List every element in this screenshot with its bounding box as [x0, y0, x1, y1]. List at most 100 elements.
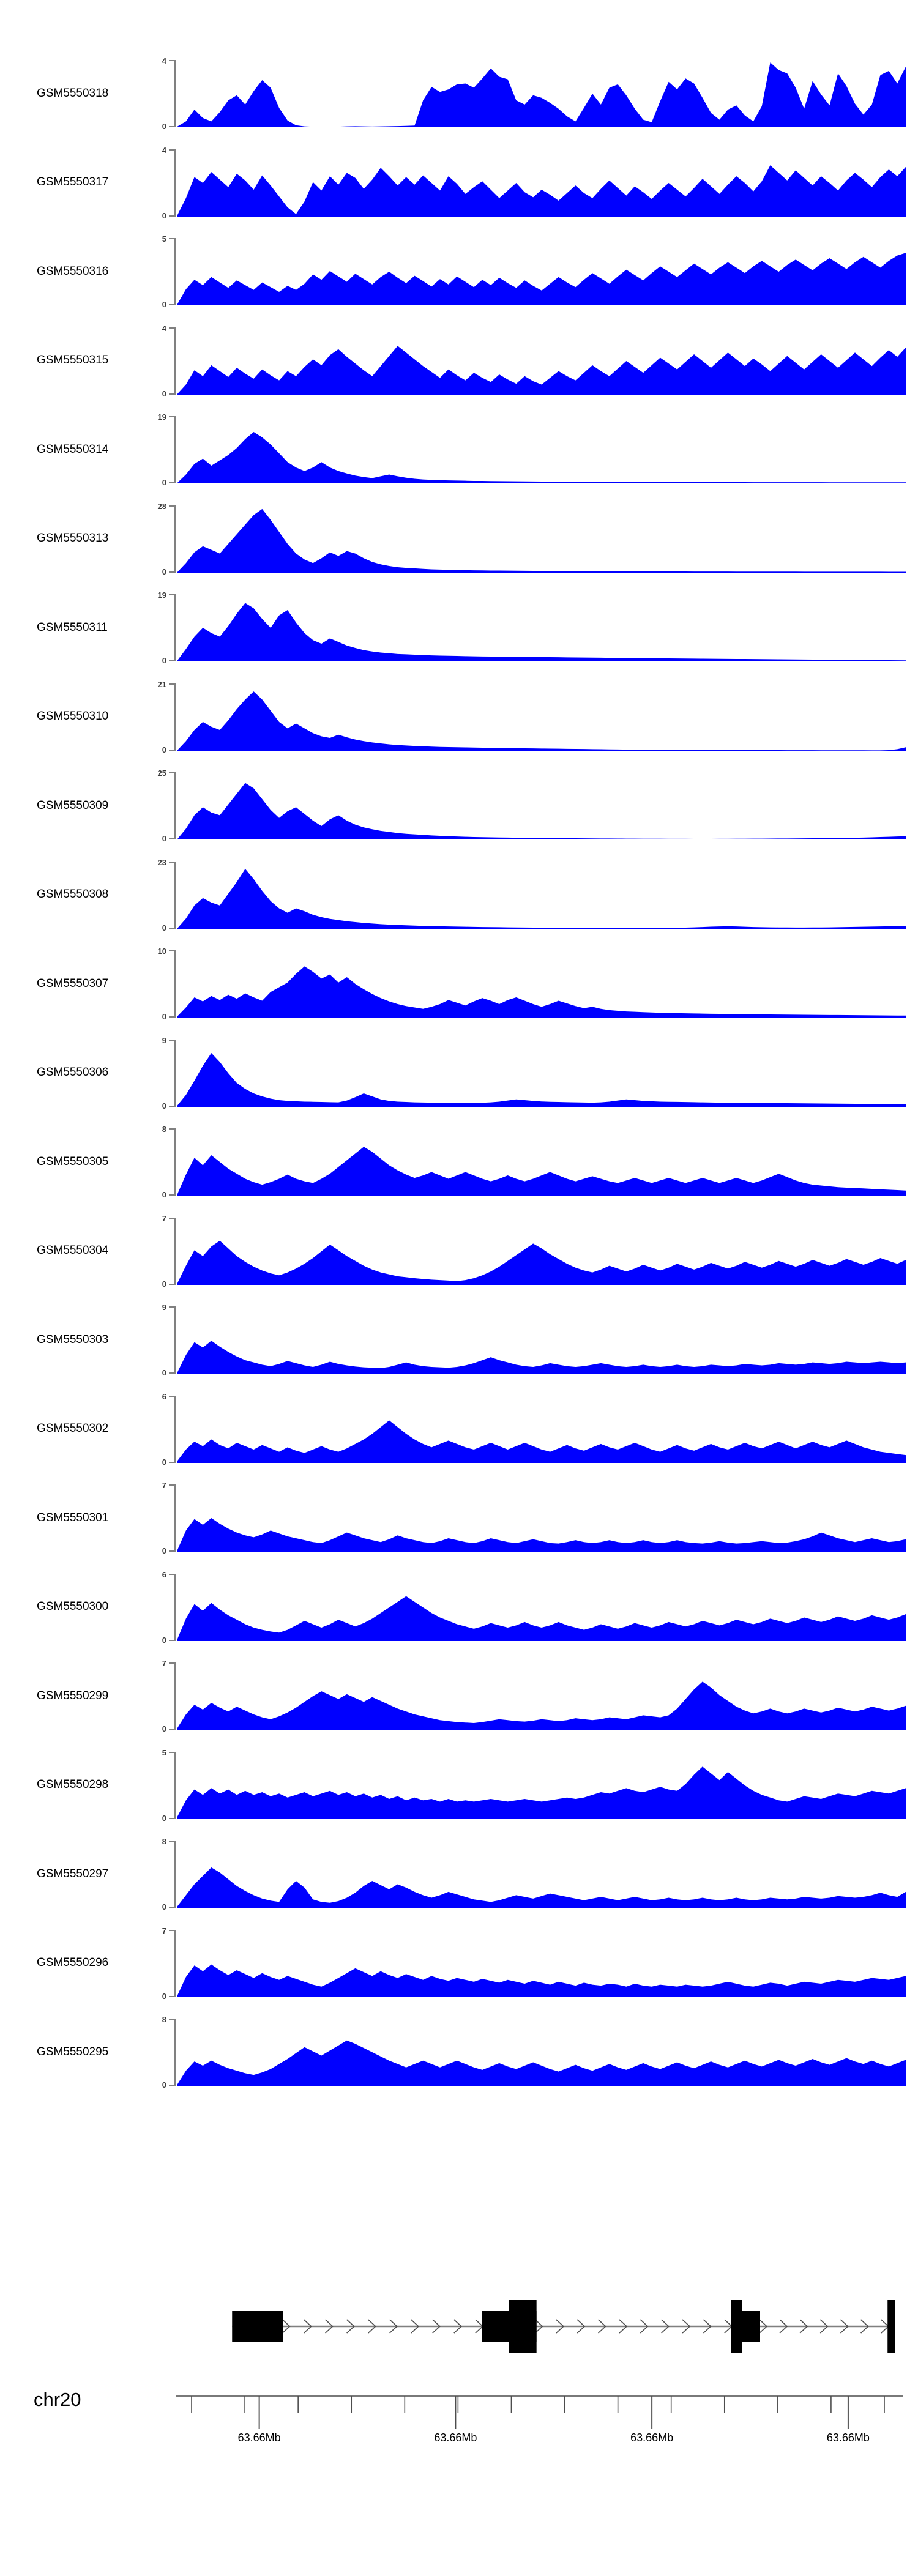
coverage-track-row[interactable]: GSM5550316 5 0 [0, 227, 918, 316]
y-axis-max-label: 9 [162, 1035, 166, 1045]
track-label: GSM5550315 [37, 354, 109, 367]
y-axis: 28 0 [156, 502, 176, 576]
y-axis-tick-bottom [169, 660, 176, 661]
coverage-track-row[interactable]: GSM5550298 5 0 [0, 1741, 918, 1830]
coverage-area-plot[interactable] [177, 683, 906, 751]
y-axis-min-label: 0 [162, 389, 166, 398]
track-label: GSM5550300 [37, 1600, 109, 1614]
coverage-area-plot[interactable] [177, 1574, 906, 1641]
y-axis-line [174, 505, 176, 573]
y-axis-line [174, 1395, 176, 1463]
y-axis-tick-top [169, 1395, 176, 1397]
coverage-area-plot[interactable] [177, 950, 906, 1018]
track-label: GSM5550307 [37, 977, 109, 990]
track-label: GSM5550297 [37, 1867, 109, 1880]
y-axis-max-label: 7 [162, 1213, 166, 1223]
coverage-track-row[interactable]: GSM5550311 19 0 [0, 583, 918, 672]
y-axis-tick-bottom [169, 1372, 176, 1374]
y-axis-tick-bottom [169, 304, 176, 305]
coverage-track-row[interactable]: GSM5550317 4 0 [0, 138, 918, 228]
coverage-area-plot[interactable] [177, 772, 906, 839]
axis-position-label: 63.66Mb [630, 2432, 674, 2444]
y-axis-min-label: 0 [162, 122, 166, 131]
coverage-track-row[interactable]: GSM5550308 23 0 [0, 851, 918, 940]
coverage-track-row[interactable]: GSM5550301 7 0 [0, 1473, 918, 1563]
coverage-track-row[interactable]: GSM5550306 9 0 [0, 1029, 918, 1118]
y-axis-tick-top [169, 683, 176, 685]
coverage-track-row[interactable]: GSM5550300 6 0 [0, 1563, 918, 1652]
y-axis-tick-top [169, 1484, 176, 1486]
y-axis-line [174, 1217, 176, 1285]
track-label: GSM5550308 [37, 888, 109, 901]
y-axis-tick-top [169, 772, 176, 773]
y-axis-max-label: 4 [162, 145, 166, 155]
coverage-track-row[interactable]: GSM5550302 6 0 [0, 1385, 918, 1474]
coverage-area-plot[interactable] [177, 1841, 906, 1908]
y-axis-max-label: 7 [162, 1926, 166, 1935]
coverage-track-row[interactable]: GSM5550295 8 0 [0, 2008, 918, 2097]
coverage-area-plot[interactable] [177, 60, 906, 127]
coverage-area-plot[interactable] [177, 327, 906, 395]
coverage-track-row[interactable]: GSM5550297 8 0 [0, 1830, 918, 1919]
coverage-area-plot[interactable] [177, 2019, 906, 2086]
y-axis-tick-bottom [169, 482, 176, 483]
y-axis-max-label: 6 [162, 1391, 166, 1401]
y-axis-tick-top [169, 1573, 176, 1575]
y-axis-tick-top [169, 861, 176, 863]
coverage-area-plot[interactable] [177, 862, 906, 929]
y-axis-tick-top [169, 1841, 176, 1842]
coverage-area-plot[interactable] [177, 1396, 906, 1463]
coverage-track-row[interactable]: GSM5550307 10 0 [0, 939, 918, 1029]
y-axis-min-label: 0 [162, 1635, 166, 1645]
y-axis-max-label: 10 [157, 947, 166, 956]
coverage-area-plot[interactable] [177, 1040, 906, 1107]
y-axis-min-label: 0 [162, 1546, 166, 1555]
coverage-area-plot[interactable] [177, 1930, 906, 1997]
coverage-area-plot[interactable] [177, 416, 906, 483]
coverage-area-plot[interactable] [177, 1484, 906, 1552]
coverage-area-plot[interactable] [177, 594, 906, 661]
coverage-area-plot[interactable] [177, 149, 906, 217]
y-axis-line [174, 1929, 176, 1997]
coverage-track-row[interactable]: GSM5550310 21 0 [0, 672, 918, 762]
y-axis-max-label: 8 [162, 2015, 166, 2024]
coverage-area-plot[interactable] [177, 1662, 906, 1730]
coverage-area-plot[interactable] [177, 1752, 906, 1819]
gene-model-track[interactable] [177, 2298, 906, 2357]
coverage-area-plot[interactable] [177, 1306, 906, 1374]
y-axis-tick-bottom [169, 1995, 176, 1997]
coverage-track-row[interactable]: GSM5550296 7 0 [0, 1919, 918, 2008]
y-axis-min-label: 0 [162, 1991, 166, 2001]
coverage-area-plot[interactable] [177, 238, 906, 305]
y-axis-min-label: 0 [162, 1902, 166, 1912]
coverage-area-plot[interactable] [177, 505, 906, 573]
track-label: GSM5550310 [37, 710, 109, 723]
coverage-track-row[interactable]: GSM5550309 25 0 [0, 761, 918, 851]
coverage-track-row[interactable]: GSM5550299 7 0 [0, 1651, 918, 1741]
coverage-area-plot[interactable] [177, 1218, 906, 1285]
y-axis-line [174, 1662, 176, 1730]
coverage-area-plot[interactable] [177, 1128, 906, 1196]
coverage-track-row[interactable]: GSM5550318 4 0 [0, 49, 918, 138]
genome-axis-track: chr20 63.66Mb 63.66Mb 63.66Mb 63.66Mb [0, 2380, 918, 2503]
y-axis-max-label: 9 [162, 1303, 166, 1312]
coverage-track-row[interactable]: GSM5550304 7 0 [0, 1207, 918, 1296]
y-axis-line [174, 1128, 176, 1196]
coverage-track-row[interactable]: GSM5550315 4 0 [0, 316, 918, 406]
y-axis-tick-top [169, 1217, 176, 1219]
coverage-track-row[interactable]: GSM5550314 19 0 [0, 405, 918, 494]
coverage-track-row[interactable]: GSM5550313 28 0 [0, 494, 918, 584]
coverage-track-row[interactable]: GSM5550303 9 0 [0, 1295, 918, 1385]
coverage-tracks-container: GSM5550318 4 0 GSM5550317 4 0 GSM5550316 5 0 GSM5… [0, 49, 918, 2097]
y-axis-tick-top [169, 1128, 176, 1130]
y-axis-max-label: 7 [162, 1659, 166, 1668]
y-axis-line [174, 149, 176, 217]
y-axis-tick-top [169, 505, 176, 507]
track-label: GSM5550298 [37, 1778, 109, 1792]
coverage-track-row[interactable]: GSM5550305 8 0 [0, 1117, 918, 1207]
track-label: GSM5550303 [37, 1333, 109, 1346]
y-axis-min-label: 0 [162, 1457, 166, 1467]
